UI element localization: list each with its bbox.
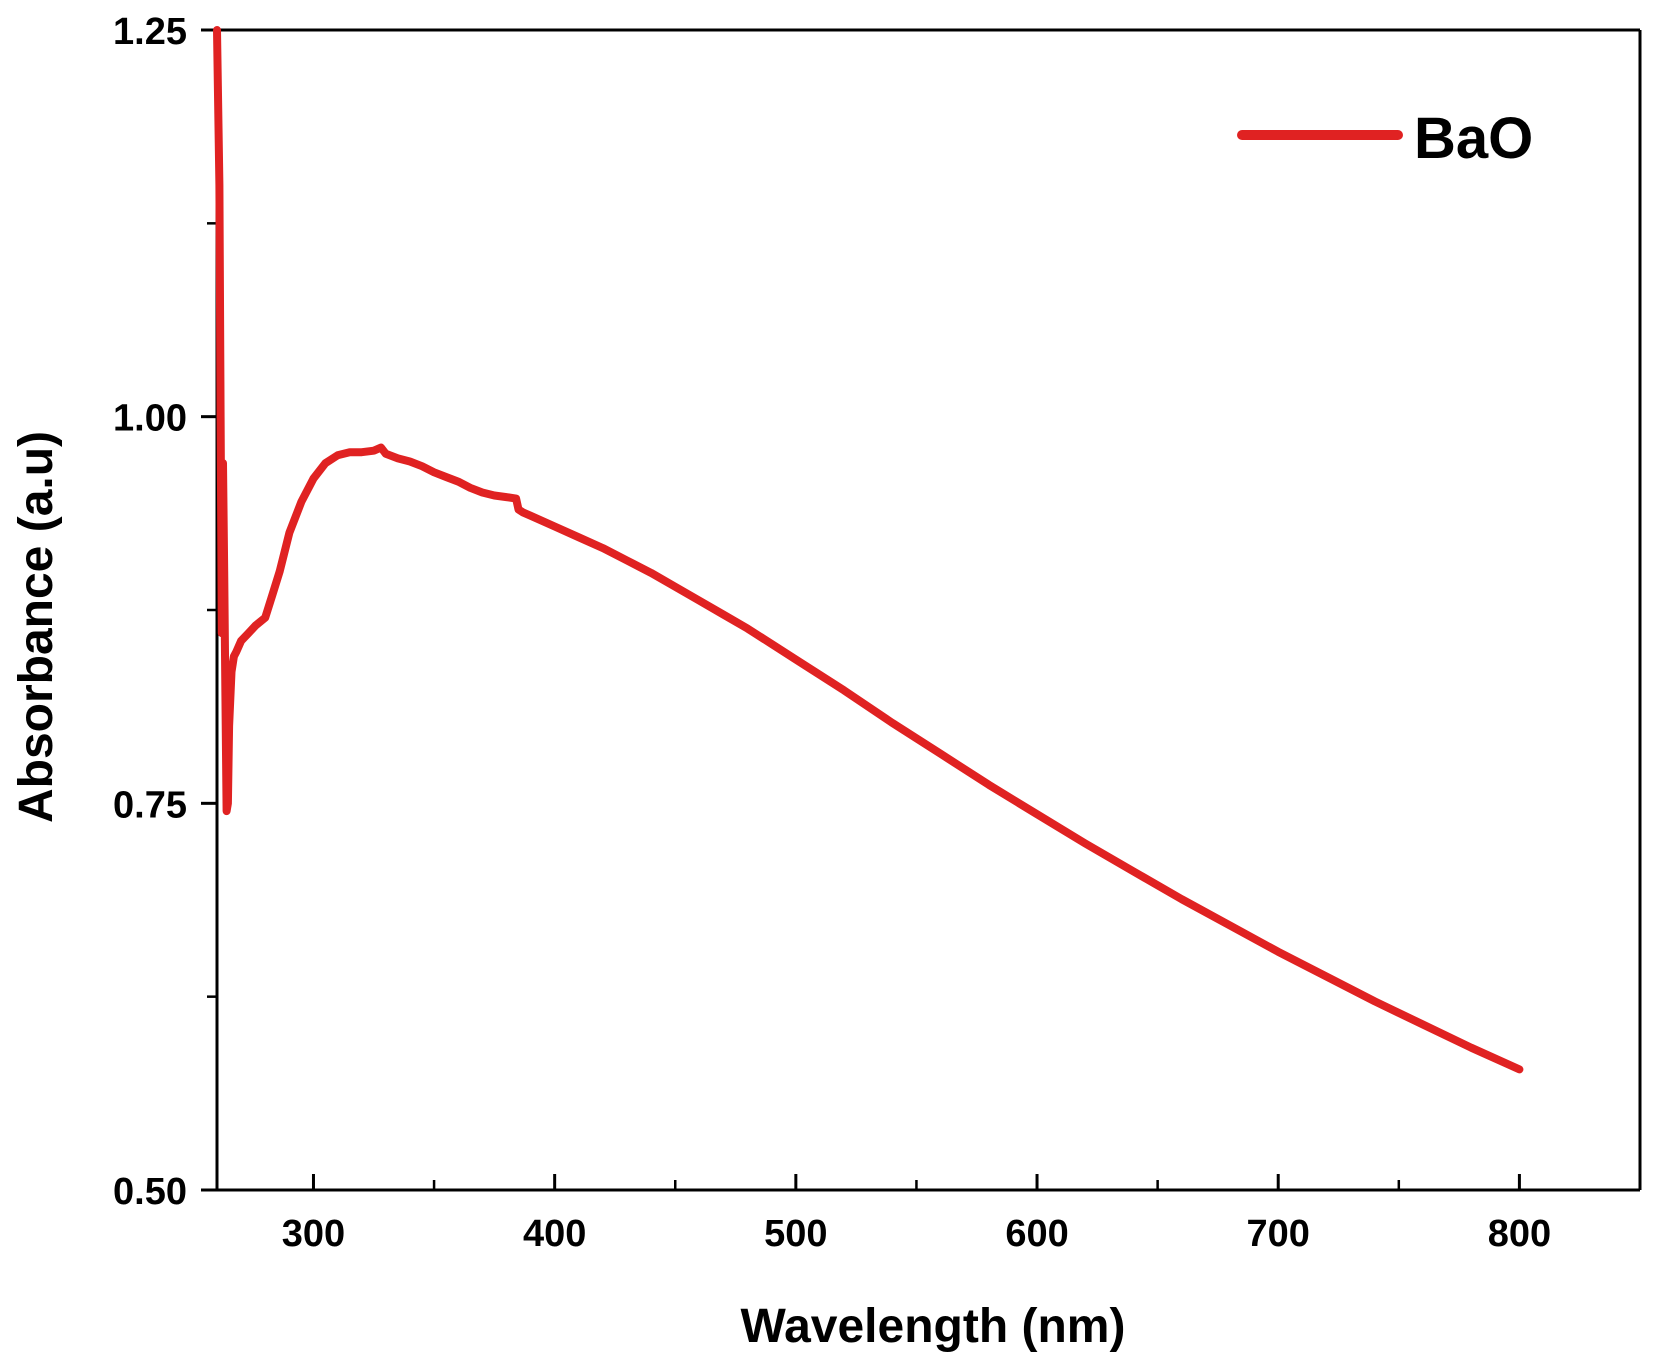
series xyxy=(213,26,1524,1074)
x-axis-title: Wavelength (nm) xyxy=(741,1300,1126,1353)
axes xyxy=(215,28,1642,1192)
x-tick-label: 500 xyxy=(764,1213,827,1255)
y-tick-label: 0.50 xyxy=(113,1171,187,1213)
legend-label-bao: BaO xyxy=(1414,106,1533,171)
y-tick-label: 1.25 xyxy=(113,11,187,53)
ticks xyxy=(201,28,1521,1192)
y-axis-title: Absorbance (a.u) xyxy=(10,431,63,823)
legend: BaO xyxy=(1237,106,1533,171)
x-tick-label: 700 xyxy=(1247,1213,1310,1255)
y-tick-label: 0.75 xyxy=(113,784,187,826)
tick-labels: 300 400 500 600 700 800 0.50 0.75 1.00 1.25 xyxy=(113,11,1551,1255)
x-tick-label: 800 xyxy=(1488,1213,1551,1255)
x-tick-label: 400 xyxy=(523,1213,586,1255)
y-tick-label: 1.00 xyxy=(113,398,187,440)
x-tick-label: 300 xyxy=(282,1213,345,1255)
x-tick-label: 600 xyxy=(1005,1213,1068,1255)
series-line-bao xyxy=(213,26,1524,1074)
